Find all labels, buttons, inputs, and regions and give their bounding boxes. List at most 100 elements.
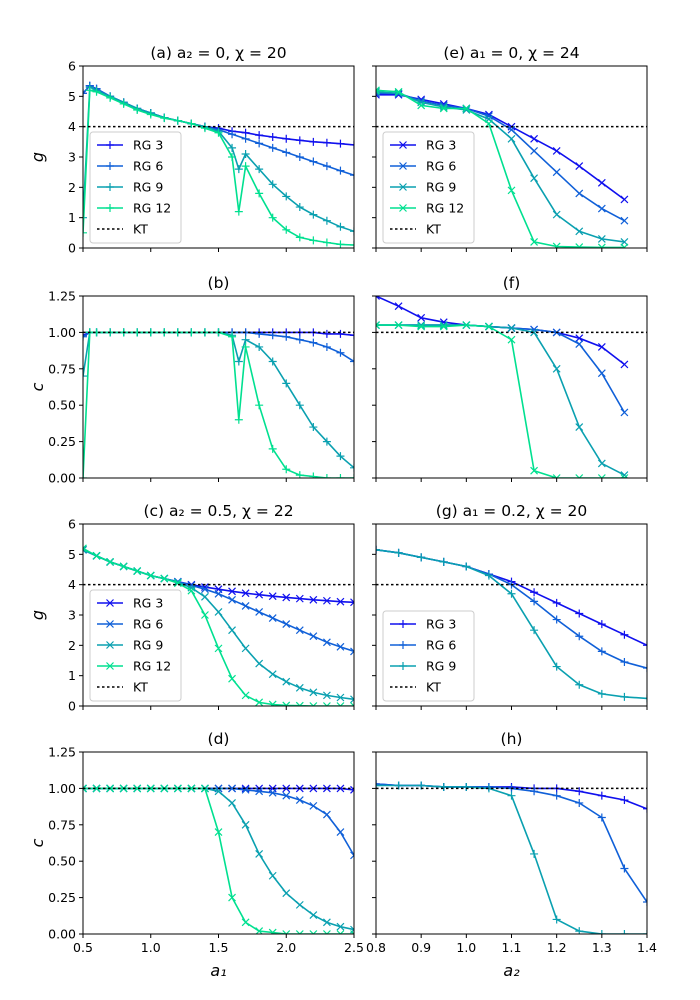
data-point-c-2-20 [336,642,345,651]
x-tick-label-d-4: 2.0 [276,940,296,955]
series-line-h-2 [376,783,647,903]
panel-title-g: (g) a₁ = 0.2, χ = 20 [436,502,587,520]
legend-box-e [382,131,475,244]
y-tick-label-b-6: 1.25 [48,289,76,304]
data-point-c-3-21 [350,695,354,704]
data-point-g-3-6 [484,571,493,580]
data-point-d-4-13 [241,918,250,927]
y-tick-label-d-6: 1.25 [48,745,76,760]
legend-marker-e-3 [399,183,407,191]
data-point-e-3-5 [462,106,471,114]
legend-label-a-4: RG 12 [133,201,171,216]
y-tick-label-b-5: 1.00 [48,325,76,340]
data-point-c-4-15 [268,700,277,706]
legend-marker-e-4 [399,204,407,212]
legend-marker-c-2 [106,620,114,628]
data-point-a-2-1 [83,89,87,98]
data-point-e-4-10 [575,243,584,248]
data-point-d-3-19 [322,918,331,927]
data-point-b-3-17 [268,357,277,366]
series-line-d-3 [83,787,354,931]
data-point-a-1-17 [282,134,291,143]
data-point-d-3-12 [228,799,236,807]
data-point-a-4-1 [83,228,87,237]
series-line-f-2 [376,324,626,413]
data-point-e-3-8 [530,174,539,183]
axes-frame-h [375,751,648,935]
data-point-f-4-9 [552,474,561,478]
data-point-h-1-13 [643,804,647,813]
data-point-a-3-16 [255,165,264,174]
legend-c: RG 3 RG 6 RG 9 RG 12 KT [89,589,182,702]
x-tick-label-h-7: 1.4 [637,940,657,955]
y-tick-label-a-7: 6 [68,59,76,74]
series-line-d-2 [83,787,354,856]
legend-label-g-3: RG 9 [426,659,456,674]
data-point-c-2-14 [255,608,264,616]
data-point-d-4-14 [255,927,264,934]
data-point-e-1-8 [530,134,539,143]
data-point-b-3-19 [295,401,304,410]
y-tick-label-a-5: 4 [68,119,76,134]
series-line-e-2 [376,92,625,222]
data-point-f-3-7 [507,324,516,332]
legend-marker-g-2 [399,641,407,649]
data-point-g-3-8 [530,626,539,635]
data-point-f-4-5 [462,321,471,330]
panel-title-d: (d) [208,730,230,748]
data-point-g-1-13 [643,641,647,650]
data-point-g-2-11 [597,647,606,656]
data-point-g-3-1 [376,545,380,554]
x-tick-label-h-6: 1.3 [592,940,612,955]
data-point-b-3-15 [241,335,250,344]
data-point-a-4-8 [160,114,169,123]
data-point-a-1-15 [255,131,264,140]
x-axis-label-d: a₁ [210,961,226,980]
data-point-h-3-8 [530,849,539,858]
data-point-f-4-2 [394,321,403,330]
data-point-a-4-22 [336,240,345,248]
axes-frame-b [82,295,355,479]
data-point-b-3-1 [83,372,87,381]
legend-marker-e-2 [399,162,407,170]
data-point-a-3-17 [268,180,277,189]
data-point-d-4-21 [350,930,354,934]
data-point-f-1-12 [620,360,629,369]
data-point-b-2-1 [83,332,87,341]
data-point-d-2-12 [228,784,236,793]
y-tick-label-c-2: 1 [68,668,76,683]
data-point-c-2-15 [268,614,277,622]
y-tick-label-a-2: 1 [68,210,76,225]
data-point-a-2-13 [228,130,237,139]
data-point-d-4-9 [187,784,196,793]
data-point-a-2-18 [295,153,304,161]
y-tick-label-a-6: 5 [68,89,76,104]
data-point-g-3-4 [439,557,448,566]
data-point-e-1-12 [620,195,629,204]
data-point-b-4-20 [309,472,318,478]
data-point-g-3-7 [507,589,516,598]
y-tick-label-d-5: 1.00 [48,781,76,796]
data-point-d-4-5 [133,784,142,793]
data-point-a-4-19 [295,233,304,242]
data-point-d-4-19 [322,930,331,934]
data-point-g-3-3 [417,553,426,562]
data-point-a-4-10 [187,119,196,128]
data-point-a-4-4 [106,93,115,102]
data-point-b-2-20 [322,342,331,351]
data-point-f-4-3 [417,322,426,331]
y-tick-label-b-4: 0.75 [48,361,76,376]
data-point-e-2-9 [552,168,561,177]
legend-marker-c-4 [106,662,114,670]
legend-label-e-1: RG 3 [426,138,456,153]
data-point-b-2-18 [295,335,304,344]
data-point-f-4-4 [439,322,448,331]
data-point-b-2-15 [255,329,264,338]
legend-label-c-1: RG 3 [133,596,163,611]
data-point-a-4-14 [234,207,243,216]
series-line-e-3 [376,91,625,243]
data-point-c-1-13 [241,589,250,598]
data-point-g-3-10 [575,680,584,689]
data-point-d-4-15 [268,928,277,934]
legend-marker-e-1 [399,141,407,149]
